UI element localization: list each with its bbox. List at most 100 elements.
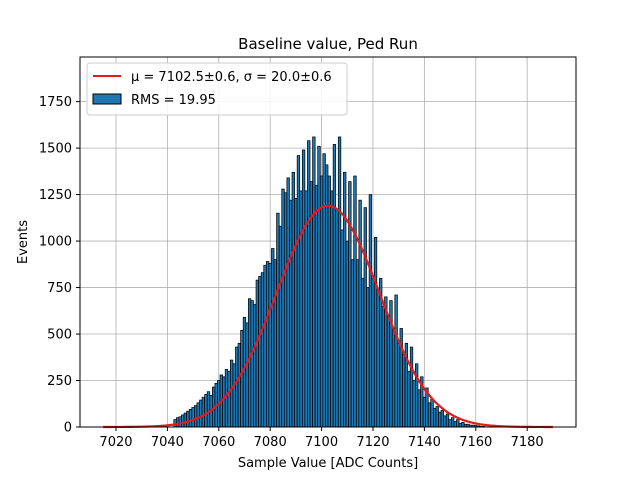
histogram-bar <box>312 136 316 428</box>
histogram-bar <box>415 363 419 428</box>
histogram-bar <box>325 164 329 428</box>
histogram-bar <box>301 149 306 428</box>
histogram-bar <box>229 359 234 428</box>
histogram-bar <box>355 259 360 428</box>
histogram-bar <box>314 184 319 428</box>
histogram-bar <box>273 259 277 428</box>
x-tick-label: 7100 <box>305 435 338 450</box>
x-axis-label: Sample Value [ADC Counts] <box>238 456 418 471</box>
y-tick-label: 250 <box>47 374 72 389</box>
histogram-bar <box>186 410 190 428</box>
histogram-bar <box>319 175 324 428</box>
histogram-bar <box>255 279 259 428</box>
histogram-bar <box>235 346 239 428</box>
histogram-bar <box>440 409 444 428</box>
histogram-bar <box>268 263 272 428</box>
chart-title: Baseline value, Ped Run <box>238 35 418 53</box>
histogram-bar <box>204 394 208 428</box>
histogram-bar <box>194 405 198 428</box>
histogram-bar <box>368 194 373 428</box>
histogram-bar <box>330 190 334 428</box>
histogram-bar <box>381 305 385 428</box>
histogram-bar <box>196 402 200 428</box>
histogram-bar <box>260 272 265 428</box>
histogram-bar <box>407 370 411 428</box>
histogram-bar <box>296 155 301 428</box>
histogram-bar <box>384 296 388 428</box>
histogram-bar <box>307 140 311 428</box>
histogram-bar <box>294 197 298 428</box>
histogram-bar <box>335 209 339 428</box>
y-tick-label: 1250 <box>39 188 72 203</box>
histogram-bar <box>265 261 270 428</box>
histogram-bar <box>461 422 465 428</box>
legend-fit-label: μ = 7102.5±0.6, σ = 20.0±0.6 <box>131 70 332 85</box>
legend-histogram-label: RMS = 19.95 <box>131 93 216 108</box>
histogram-bar <box>286 177 290 428</box>
histogram-bar <box>240 329 244 428</box>
histogram-bar <box>199 399 203 428</box>
histogram-bar <box>358 199 362 428</box>
histogram-bar <box>258 276 262 428</box>
y-axis-label: Events <box>16 220 31 264</box>
y-tick-label: 1500 <box>39 142 72 157</box>
histogram-bar <box>253 303 257 428</box>
histogram-bar <box>448 419 452 428</box>
histogram-bar <box>181 414 185 428</box>
legend: μ = 7102.5±0.6, σ = 20.0±0.6 RMS = 19.95 <box>86 62 348 116</box>
histogram-bar <box>322 153 326 428</box>
x-tick-label: 7020 <box>99 435 132 450</box>
histogram-bar <box>394 294 398 428</box>
histogram-bar <box>227 370 231 428</box>
histogram-bar <box>363 207 367 428</box>
histogram-bar <box>271 248 275 428</box>
histogram-bar <box>327 175 331 428</box>
histogram-bar <box>427 402 432 428</box>
histogram-bar <box>289 199 293 428</box>
histogram-bar <box>332 144 337 428</box>
histogram-bar <box>183 412 188 428</box>
histogram-bar <box>276 212 280 428</box>
histogram-bar <box>417 389 421 428</box>
histogram-bar <box>281 188 285 428</box>
histogram-bar <box>386 315 391 428</box>
x-tick-label: 7040 <box>151 435 184 450</box>
histogram-bar <box>422 396 427 428</box>
histogram-bar <box>402 354 406 428</box>
histogram-bar <box>391 328 396 428</box>
histogram-bar <box>433 408 437 428</box>
histogram-bar <box>206 391 211 428</box>
fit-curve <box>103 204 553 429</box>
histogram-bar <box>456 419 460 428</box>
histogram-bar <box>353 175 357 428</box>
y-tick-label: 1000 <box>39 235 72 250</box>
histogram-bar <box>345 240 349 428</box>
gaussian-fit <box>103 204 553 429</box>
y-axis-ticks: 0 250 500 750 1000 1250 1500 1750 <box>39 95 80 436</box>
x-tick-label: 7160 <box>459 435 492 450</box>
histogram-bar <box>412 380 416 428</box>
x-axis-ticks: 7020 7040 7060 7080 7100 7120 7140 7160 7180 <box>99 427 544 450</box>
histogram-bar <box>376 289 380 428</box>
histogram-bar <box>222 376 226 428</box>
histogram-bars <box>173 136 486 428</box>
histogram-bar <box>361 277 365 428</box>
x-tick-label: 7060 <box>202 435 235 450</box>
x-tick-label: 7120 <box>356 435 389 450</box>
histogram-bar <box>430 398 434 428</box>
histogram-bar <box>445 413 450 428</box>
histogram-bar <box>438 411 442 428</box>
histogram-bar <box>178 416 182 428</box>
histogram-bar <box>263 264 267 428</box>
plot-frame <box>79 56 577 428</box>
histogram-bar <box>451 417 455 428</box>
histogram-bar <box>373 237 378 428</box>
histogram-bar <box>337 136 342 428</box>
histogram-bar <box>340 229 344 428</box>
histogram-bar <box>283 192 288 428</box>
histogram-bar <box>201 396 205 428</box>
y-tick-label: 500 <box>47 328 72 343</box>
x-tick-label: 7080 <box>254 435 287 450</box>
histogram-bar <box>191 407 195 428</box>
